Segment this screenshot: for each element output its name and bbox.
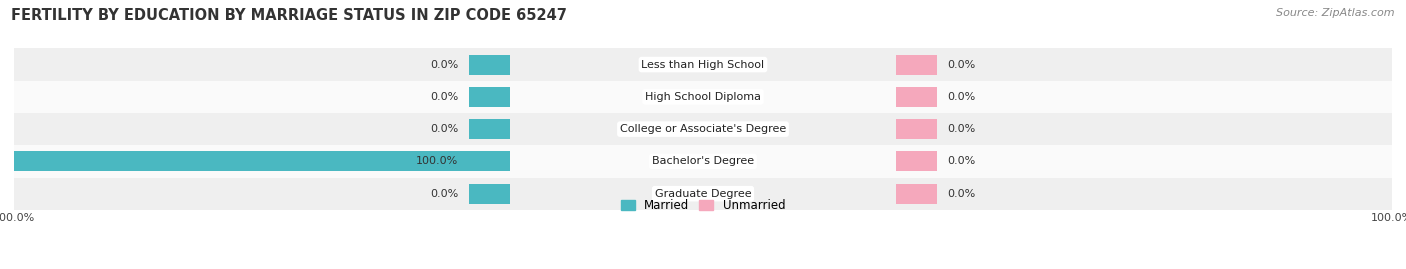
Text: 0.0%: 0.0% (430, 59, 458, 70)
Bar (468, 184, 510, 204)
Text: 0.0%: 0.0% (430, 189, 458, 199)
Text: High School Diploma: High School Diploma (645, 92, 761, 102)
Bar (896, 151, 938, 171)
Bar (14, 81, 1392, 113)
Text: 100.0%: 100.0% (416, 156, 458, 167)
Bar (468, 55, 510, 75)
Text: Graduate Degree: Graduate Degree (655, 189, 751, 199)
Bar (14, 48, 1392, 81)
Bar (14, 145, 1392, 178)
Text: 0.0%: 0.0% (430, 124, 458, 134)
Text: Bachelor's Degree: Bachelor's Degree (652, 156, 754, 167)
Text: Source: ZipAtlas.com: Source: ZipAtlas.com (1277, 8, 1395, 18)
Text: 0.0%: 0.0% (430, 92, 458, 102)
Text: Less than High School: Less than High School (641, 59, 765, 70)
Legend: Married, Unmarried: Married, Unmarried (616, 194, 790, 217)
Text: 0.0%: 0.0% (948, 156, 976, 167)
Bar (14, 178, 1392, 210)
Text: FERTILITY BY EDUCATION BY MARRIAGE STATUS IN ZIP CODE 65247: FERTILITY BY EDUCATION BY MARRIAGE STATU… (11, 8, 567, 23)
Text: 0.0%: 0.0% (948, 189, 976, 199)
Bar (468, 87, 510, 107)
Bar (896, 119, 938, 139)
Bar (896, 184, 938, 204)
Text: 0.0%: 0.0% (948, 124, 976, 134)
Text: College or Associate's Degree: College or Associate's Degree (620, 124, 786, 134)
Bar (896, 55, 938, 75)
Text: 0.0%: 0.0% (948, 59, 976, 70)
Text: 0.0%: 0.0% (948, 92, 976, 102)
Bar (14, 113, 1392, 145)
Bar (468, 119, 510, 139)
Bar (896, 87, 938, 107)
Bar (14, 151, 510, 171)
